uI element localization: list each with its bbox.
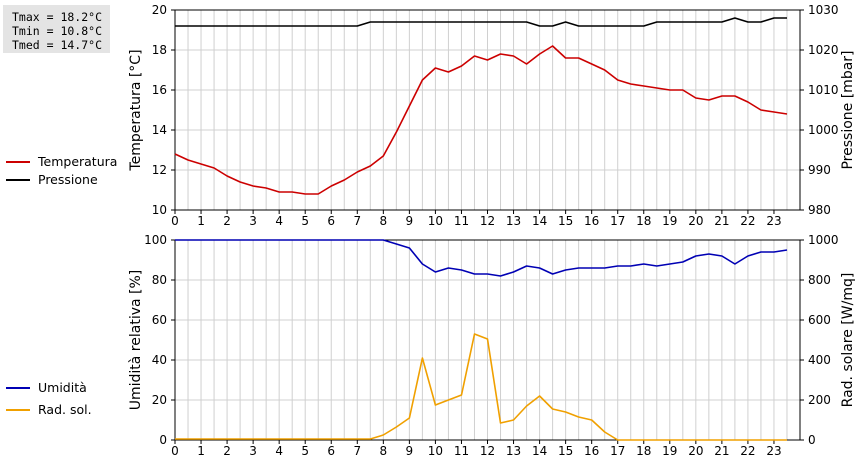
panel2-xtick: 23 [766, 444, 781, 458]
panel2-xtick: 7 [353, 444, 361, 458]
tmin-label: Tmin = 10.8°C [12, 24, 103, 38]
stats-box: Tmax = 18.2°C Tmin = 10.8°C Tmed = 14.7°… [3, 5, 110, 53]
panel1-ytick-left: 12 [152, 163, 167, 177]
panel1-ytick-left: 16 [152, 83, 167, 97]
panel2-ytick-right: 0 [808, 433, 816, 447]
panel2-legend-label-2: Rad. sol. [38, 402, 92, 417]
panel1-xtick: 13 [506, 214, 521, 228]
panel1-ytick-left: 20 [152, 3, 167, 17]
panel1-ylabel-right: Pressione [mbar] [840, 50, 856, 169]
panel1-xtick: 6 [327, 214, 335, 228]
panel1-xtick: 8 [380, 214, 388, 228]
panel1-xtick: 5 [301, 214, 309, 228]
panel2-xtick: 14 [532, 444, 547, 458]
panel1-ytick-left: 14 [152, 123, 167, 137]
panel1-ytick-right: 990 [808, 163, 831, 177]
panel2-ytick-left: 40 [152, 353, 167, 367]
panel1-xtick: 17 [610, 214, 625, 228]
panel1-xtick: 12 [480, 214, 495, 228]
panel2-xtick: 15 [558, 444, 573, 458]
panel2-ytick-right: 800 [808, 273, 831, 287]
panel1-xtick: 18 [636, 214, 651, 228]
panel2-xtick: 12 [480, 444, 495, 458]
panel1-xtick: 23 [766, 214, 781, 228]
panel1-xtick: 2 [223, 214, 231, 228]
panel2-ytick-left: 80 [152, 273, 167, 287]
panel2-xtick: 6 [327, 444, 335, 458]
panel2-series-2-line [175, 333, 787, 441]
panel1-xtick: 16 [584, 214, 599, 228]
panel2-xtick: 20 [688, 444, 703, 458]
panel1-xtick: 11 [454, 214, 469, 228]
panel1-series-1-line [174, 45, 788, 195]
tmed-label: Tmed = 14.7°C [12, 38, 103, 52]
panel1-xtick: 22 [740, 214, 755, 228]
panel2-ylabel-right: Rad. solare [W/mq] [840, 273, 856, 408]
panel2-xtick: 0 [171, 444, 179, 458]
panel1-series-2-line [175, 17, 787, 27]
panel2-xtick: 18 [636, 444, 651, 458]
panel1-xtick: 4 [275, 214, 283, 228]
panel2-frame [174, 239, 801, 441]
panel2-ytick-left: 0 [159, 433, 167, 447]
panel1-ytick-right: 1000 [808, 123, 839, 137]
panel1-xtick: 10 [428, 214, 443, 228]
panel1-ytick-right: 1030 [808, 3, 839, 17]
panel1-ytick-left: 10 [152, 203, 167, 217]
panel2-xtick: 3 [249, 444, 257, 458]
panel2-ytick-right: 200 [808, 393, 831, 407]
panel1-legend-label-2: Pressione [38, 172, 98, 187]
panel1-xtick: 15 [558, 214, 573, 228]
panel2-xtick: 10 [428, 444, 443, 458]
panel1-ylabel-left: Temperatura [°C] [128, 49, 144, 171]
panel2-ylabel-left: Umidità relativa [%] [128, 270, 144, 411]
panel2-xtick: 19 [662, 444, 677, 458]
panel2-ytick-right: 400 [808, 353, 831, 367]
panel2-xtick: 8 [380, 444, 388, 458]
panel1-legend-label-1: Temperatura [37, 154, 117, 169]
panel2-xtick: 5 [301, 444, 309, 458]
panel2-ytick-left: 60 [152, 313, 167, 327]
panel2-xtick: 11 [454, 444, 469, 458]
panel2-xtick: 17 [610, 444, 625, 458]
panel2-ytick-left: 20 [152, 393, 167, 407]
panel2-xtick: 4 [275, 444, 283, 458]
panel2-xtick: 21 [714, 444, 729, 458]
panel2-xtick: 9 [406, 444, 414, 458]
panel1-xtick: 3 [249, 214, 257, 228]
panel2-ytick-left: 100 [144, 233, 167, 247]
panel2-xtick: 22 [740, 444, 755, 458]
panel1-xtick: 19 [662, 214, 677, 228]
panel2-xtick: 2 [223, 444, 231, 458]
panel1-xtick: 21 [714, 214, 729, 228]
panel1-frame [174, 9, 801, 211]
panel2-ytick-right: 600 [808, 313, 831, 327]
panel2-xtick: 1 [197, 444, 205, 458]
panel2-ytick-right: 1000 [808, 233, 839, 247]
panel1-ytick-right: 980 [808, 203, 831, 217]
panel1-ytick-right: 1010 [808, 83, 839, 97]
panel1-ytick-left: 18 [152, 43, 167, 57]
panel2-legend-label-1: Umidità [38, 380, 87, 395]
panel1-xtick: 0 [171, 214, 179, 228]
panel1-xtick: 14 [532, 214, 547, 228]
panel1-xtick: 1 [197, 214, 205, 228]
panel1-xtick: 20 [688, 214, 703, 228]
tmax-label: Tmax = 18.2°C [12, 10, 103, 24]
panel1-ytick-right: 1020 [808, 43, 839, 57]
panel2-xtick: 16 [584, 444, 599, 458]
panel2-xtick: 13 [506, 444, 521, 458]
panel1-xtick: 7 [353, 214, 361, 228]
panel2-series-1-line [175, 239, 788, 277]
panel1-xtick: 9 [406, 214, 414, 228]
